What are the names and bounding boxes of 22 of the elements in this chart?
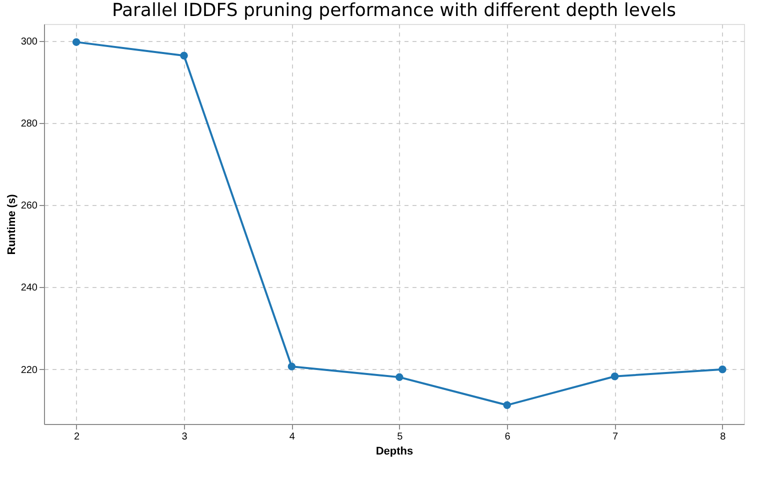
x-tick-label: 8 xyxy=(720,432,726,442)
x-tick-label: 6 xyxy=(504,432,511,442)
x-tick-label: 7 xyxy=(612,432,618,442)
y-tick-label: 260 xyxy=(20,200,38,212)
x-tick-label: 4 xyxy=(289,432,296,442)
x-tick-label: 3 xyxy=(182,432,188,442)
point xyxy=(610,372,619,380)
y-tick-label: 280 xyxy=(20,118,38,130)
point xyxy=(503,401,511,409)
x-tick-label: 2 xyxy=(74,432,80,442)
chart-title: Parallel IDDFS pruning performance with different depth levels xyxy=(112,0,676,21)
point xyxy=(72,38,80,46)
x-axis-title: Depths xyxy=(376,446,414,458)
y-tick-label: 300 xyxy=(20,36,38,48)
point xyxy=(180,52,188,60)
y-tick-label: 220 xyxy=(20,364,38,376)
x-tick-label: 5 xyxy=(397,432,404,442)
y-axis-title: Runtime (s) xyxy=(6,194,18,255)
point xyxy=(288,362,296,370)
point xyxy=(396,373,404,382)
y-tick-label: 240 xyxy=(20,282,38,294)
point xyxy=(718,366,726,374)
